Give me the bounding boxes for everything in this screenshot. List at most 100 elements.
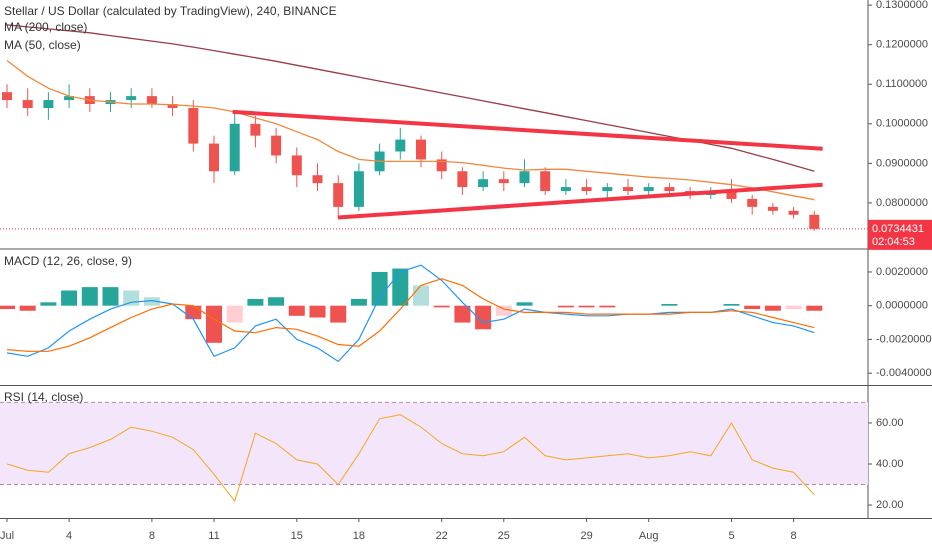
histogram-bar bbox=[371, 271, 388, 306]
histogram-bar bbox=[723, 304, 740, 306]
candle-body bbox=[250, 123, 261, 136]
y-tick-label: 0.0000000 bbox=[876, 300, 928, 312]
pane-title: Stellar / US Dollar (calculated by Tradi… bbox=[4, 4, 337, 18]
candle-body bbox=[126, 96, 137, 101]
y-tick-label: -0.0040000 bbox=[876, 367, 932, 379]
x-tick-label: 8 bbox=[791, 530, 797, 542]
candle-body bbox=[519, 171, 530, 184]
candle-body bbox=[498, 179, 509, 184]
histogram-bar bbox=[578, 305, 595, 308]
candle-body bbox=[602, 187, 613, 192]
candle-body bbox=[478, 179, 489, 188]
y-tick-label: 0.0800000 bbox=[876, 197, 928, 209]
y-tick-label: 0.1300000 bbox=[876, 0, 928, 11]
last-price-label: 0.0734431 bbox=[872, 223, 924, 235]
candle-body bbox=[664, 187, 675, 192]
histogram-bar bbox=[495, 305, 512, 316]
pane-title: RSI (14, close) bbox=[4, 390, 83, 404]
histogram-bar bbox=[19, 305, 36, 311]
trendline bbox=[338, 182, 823, 220]
histogram-bar bbox=[61, 290, 78, 306]
x-tick-label: 4 bbox=[66, 530, 72, 542]
macd-line bbox=[6, 264, 815, 363]
candle-body bbox=[2, 92, 12, 101]
y-tick-label: -0.0020000 bbox=[876, 333, 932, 345]
histogram-bar bbox=[744, 305, 761, 310]
macd-line bbox=[6, 278, 815, 352]
legend-entry: MA (200, close) bbox=[4, 20, 87, 34]
candle-body bbox=[395, 139, 406, 152]
candle-body bbox=[43, 100, 54, 108]
x-tick-label: 22 bbox=[436, 530, 448, 542]
candle-body bbox=[333, 183, 344, 207]
y-tick-label: 0.0900000 bbox=[876, 157, 928, 169]
candle-body bbox=[726, 191, 737, 199]
legend-entry: MA (50, close) bbox=[4, 38, 81, 52]
candle-body bbox=[643, 187, 654, 192]
countdown: 02:04:53 bbox=[872, 236, 915, 248]
x-tick-label: 15 bbox=[291, 530, 303, 542]
histogram-bar bbox=[392, 268, 409, 306]
y-tick-label: 60.00 bbox=[876, 417, 904, 429]
candle-body bbox=[188, 107, 199, 144]
candle-body bbox=[146, 96, 157, 105]
candle-body bbox=[540, 171, 551, 192]
histogram-bar bbox=[661, 304, 678, 306]
y-tick-label: 20.00 bbox=[876, 499, 904, 511]
histogram-bar bbox=[413, 285, 429, 306]
histogram-bar bbox=[764, 305, 781, 311]
x-tick-label: Aug bbox=[639, 530, 659, 542]
histogram-bar bbox=[81, 287, 98, 306]
histogram-bar bbox=[40, 302, 57, 306]
candle-body bbox=[788, 210, 799, 215]
histogram-bar bbox=[806, 305, 823, 311]
y-tick-label: 0.0020000 bbox=[876, 266, 928, 278]
candle-body bbox=[560, 187, 571, 192]
y-tick-label: 0.1000000 bbox=[876, 118, 928, 130]
histogram-bar bbox=[268, 297, 285, 306]
histogram-bar bbox=[557, 305, 574, 308]
trendline bbox=[232, 109, 823, 151]
x-tick-label: 29 bbox=[580, 530, 592, 542]
candle-body bbox=[312, 175, 323, 184]
histogram-bar bbox=[785, 305, 802, 310]
candle-body bbox=[209, 143, 219, 172]
x-tick-label: Jul bbox=[0, 530, 14, 542]
histogram-bar bbox=[0, 305, 15, 310]
histogram-bar bbox=[330, 305, 347, 323]
histogram-bar bbox=[247, 298, 264, 306]
histogram-bar bbox=[206, 305, 222, 343]
x-tick-label: 11 bbox=[208, 530, 219, 542]
histogram-bar bbox=[516, 302, 533, 306]
x-tick-label: 18 bbox=[353, 530, 365, 542]
rsi-band bbox=[0, 402, 868, 485]
histogram-bar bbox=[433, 305, 450, 308]
y-tick-label: 0.1200000 bbox=[876, 39, 928, 51]
y-tick-label: 0.1100000 bbox=[876, 78, 927, 90]
candle-body bbox=[167, 104, 178, 108]
histogram-bar bbox=[185, 305, 202, 320]
histogram-bar bbox=[599, 305, 616, 308]
candle-body bbox=[271, 135, 282, 156]
candle-body bbox=[623, 187, 633, 192]
candle-body bbox=[353, 171, 364, 207]
candle-body bbox=[457, 171, 468, 188]
candle-body bbox=[416, 139, 426, 160]
histogram-bar bbox=[350, 298, 367, 306]
candle-body bbox=[809, 214, 820, 229]
histogram-bar bbox=[143, 297, 160, 306]
pane-title: MACD (12, 26, close, 9) bbox=[4, 254, 132, 268]
candle-body bbox=[581, 187, 592, 192]
candle-body bbox=[291, 155, 302, 176]
y-tick-label: 40.00 bbox=[876, 458, 904, 470]
histogram-bar bbox=[102, 287, 119, 306]
ma-line bbox=[6, 59, 815, 201]
x-tick-label: 25 bbox=[498, 530, 510, 542]
candle-body bbox=[747, 198, 758, 207]
histogram-bar bbox=[288, 305, 305, 316]
last-price-tag bbox=[868, 219, 932, 250]
histogram-bar bbox=[309, 305, 326, 318]
candle-body bbox=[22, 100, 33, 108]
candle-body bbox=[767, 206, 778, 211]
